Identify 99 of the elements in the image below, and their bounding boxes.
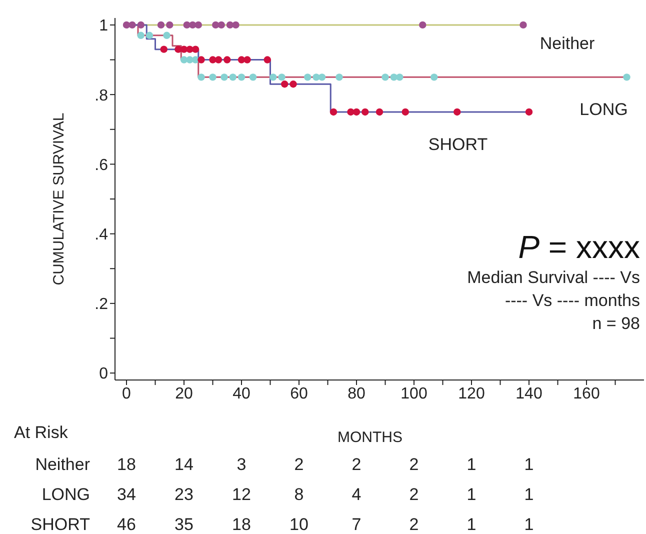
x-tick-label: 80 bbox=[348, 385, 366, 402]
point bbox=[382, 74, 389, 81]
point bbox=[454, 108, 461, 116]
point bbox=[209, 74, 216, 81]
text: 18 bbox=[117, 455, 136, 474]
point bbox=[419, 21, 426, 29]
text: 1 bbox=[524, 455, 534, 474]
y-tick-label: .6 bbox=[94, 156, 108, 174]
x-tick-label: 40 bbox=[232, 385, 250, 402]
point bbox=[192, 46, 200, 53]
point bbox=[146, 32, 154, 40]
y-tick-label: .4 bbox=[94, 226, 108, 244]
point bbox=[278, 74, 286, 81]
text: 4 bbox=[352, 485, 362, 504]
annotation: Median Survival ---- Vs bbox=[467, 268, 640, 287]
x-tick-label: 160 bbox=[573, 385, 600, 402]
y-tick-label: 1 bbox=[99, 18, 108, 35]
text: 14 bbox=[174, 455, 194, 474]
point bbox=[157, 21, 165, 29]
point bbox=[362, 108, 369, 116]
text: 12 bbox=[232, 485, 251, 504]
point bbox=[520, 21, 527, 29]
text: 34 bbox=[117, 485, 136, 504]
point bbox=[270, 74, 277, 81]
series-label: LONG bbox=[580, 100, 628, 120]
annotation: ---- Vs ---- months bbox=[504, 291, 640, 310]
text: 2 bbox=[409, 455, 419, 474]
text: 2 bbox=[352, 455, 362, 474]
point bbox=[166, 21, 174, 29]
text: 2 bbox=[409, 485, 419, 504]
point bbox=[160, 46, 168, 53]
text: 1 bbox=[466, 515, 476, 534]
y-tick-label: 0 bbox=[99, 366, 108, 383]
annotation: n = 98 bbox=[592, 314, 640, 333]
series-label: SHORT bbox=[428, 134, 488, 154]
text: 1 bbox=[466, 455, 476, 474]
point bbox=[137, 21, 144, 29]
x-tick-label: 100 bbox=[400, 385, 428, 402]
text: 1 bbox=[524, 515, 534, 534]
text: 8 bbox=[294, 485, 304, 504]
x-tick-label: 0 bbox=[122, 385, 132, 402]
y-tick-label: .2 bbox=[94, 296, 108, 314]
point bbox=[214, 56, 222, 64]
x-axis-title: MONTHS bbox=[338, 429, 402, 446]
x-tick-label: 20 bbox=[175, 385, 193, 402]
text: 1 bbox=[524, 485, 534, 504]
text: 2 bbox=[409, 515, 419, 534]
point bbox=[525, 108, 533, 116]
point bbox=[137, 32, 144, 40]
point bbox=[402, 108, 409, 116]
y-tick-label: .8 bbox=[94, 87, 108, 104]
point bbox=[304, 74, 312, 81]
point bbox=[232, 21, 240, 29]
point bbox=[180, 46, 188, 53]
point bbox=[180, 56, 188, 64]
point bbox=[244, 56, 251, 64]
point bbox=[249, 74, 257, 81]
x-tick-label: 140 bbox=[516, 385, 542, 402]
point bbox=[376, 108, 384, 116]
point bbox=[352, 108, 360, 116]
point bbox=[224, 56, 231, 64]
point bbox=[623, 74, 630, 81]
point bbox=[238, 56, 246, 64]
text: 2 bbox=[294, 455, 304, 474]
series-label: Neither bbox=[540, 34, 595, 53]
text: 18 bbox=[232, 515, 251, 534]
text: 7 bbox=[352, 515, 362, 534]
text: SHORT bbox=[30, 515, 90, 534]
point bbox=[163, 32, 170, 40]
point bbox=[220, 74, 228, 81]
point bbox=[192, 56, 200, 64]
point bbox=[264, 56, 271, 64]
point bbox=[198, 56, 205, 64]
point bbox=[290, 80, 297, 88]
text: 23 bbox=[174, 485, 194, 504]
text: At Risk bbox=[14, 423, 68, 442]
point bbox=[336, 74, 343, 81]
point bbox=[330, 108, 338, 116]
text: LONG bbox=[42, 485, 90, 504]
x-tick-label: 120 bbox=[458, 385, 485, 402]
point bbox=[281, 80, 288, 88]
point bbox=[396, 74, 404, 81]
text: 46 bbox=[117, 515, 136, 534]
point bbox=[238, 74, 246, 81]
text: Neither bbox=[35, 455, 90, 474]
y-axis-title: CUMULATIVE SURVIVAL bbox=[50, 112, 68, 286]
text: 35 bbox=[174, 515, 194, 534]
point bbox=[218, 21, 225, 29]
point bbox=[430, 74, 438, 81]
point bbox=[194, 21, 202, 29]
point bbox=[128, 21, 136, 29]
x-tick-label: 60 bbox=[290, 385, 308, 402]
point bbox=[318, 74, 326, 81]
point bbox=[198, 74, 205, 81]
annotation: P = xxxx bbox=[518, 229, 640, 265]
text: 1 bbox=[466, 485, 476, 504]
text: 10 bbox=[290, 515, 308, 534]
text: 3 bbox=[236, 455, 246, 474]
point bbox=[229, 74, 236, 81]
